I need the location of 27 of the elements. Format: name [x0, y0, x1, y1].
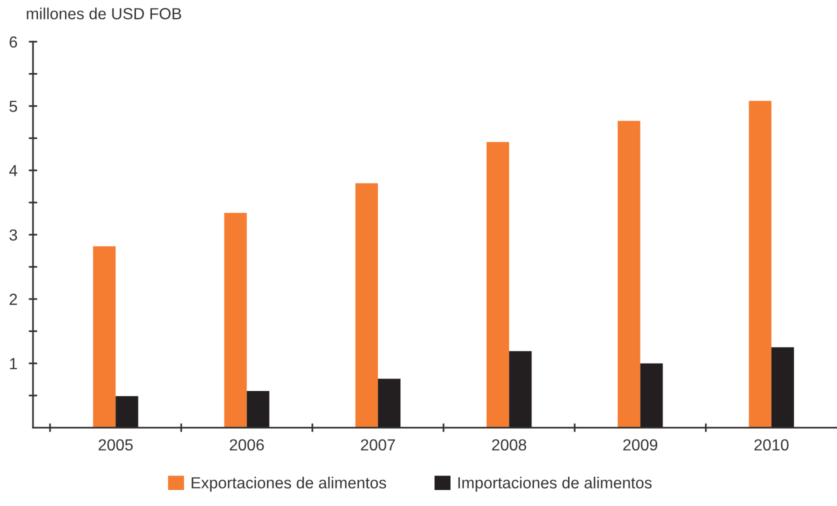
y-tick-label: 5: [9, 100, 18, 112]
x-tick-label: 2005: [98, 439, 133, 451]
bar: [486, 142, 510, 428]
x-tick-label: 2010: [754, 439, 789, 451]
bar: [748, 100, 772, 428]
y-tick-label: 1: [10, 358, 17, 370]
y-tick-label: 4: [9, 165, 18, 176]
x-tick-label: 2008: [492, 439, 526, 451]
y-tick-label: 3: [9, 229, 18, 241]
bar: [618, 120, 640, 428]
bar: [93, 246, 116, 428]
bar: [355, 183, 378, 428]
bar: [509, 351, 532, 428]
legend-label: Importaciones de alimentos: [458, 476, 652, 492]
bar: [224, 212, 247, 428]
x-tick-label: 2006: [230, 439, 264, 451]
legend-label: Exportaciones de alimentos: [192, 476, 386, 492]
bar: [246, 391, 270, 428]
y-tick-label: 6: [10, 36, 18, 48]
bar: [378, 378, 401, 428]
y-tick-label: 2: [10, 294, 17, 305]
x-tick-label: 2009: [623, 439, 658, 451]
bar: [640, 363, 663, 428]
x-tick-label: 2007: [360, 439, 395, 451]
bar: [771, 347, 794, 428]
bar: [116, 396, 138, 428]
y-axis-title: millones de USD FOB: [26, 8, 182, 20]
